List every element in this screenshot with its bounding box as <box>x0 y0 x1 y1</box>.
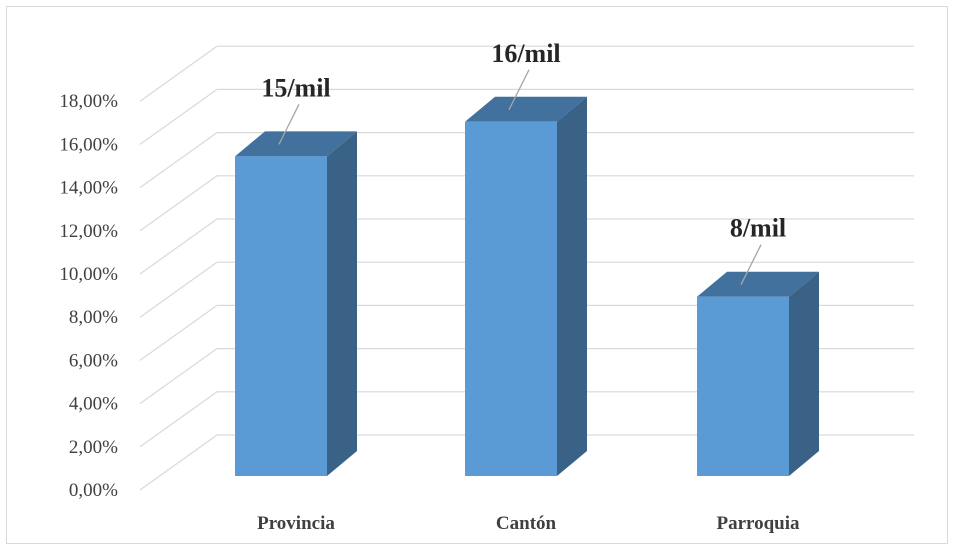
bar-front <box>465 121 557 476</box>
y-tick-label: 6,00% <box>69 350 118 371</box>
bar-top <box>465 96 587 122</box>
bar-top <box>235 131 357 157</box>
data-label: 8/mil <box>730 214 786 243</box>
y-tick-label: 12,00% <box>59 221 118 242</box>
bar-front <box>235 156 327 476</box>
data-label-leader <box>508 69 530 111</box>
bar <box>697 271 819 476</box>
y-tick-label: 18,00% <box>59 91 118 112</box>
gridline-side <box>139 261 218 318</box>
gridline-side <box>139 304 218 361</box>
data-labels: 15/mil 16/mil 8/mil <box>261 39 786 286</box>
y-tick-label: 10,00% <box>59 264 118 285</box>
x-category-label: Provincia <box>257 513 335 534</box>
gridline-side <box>139 132 218 189</box>
data-label: 15/mil <box>261 73 330 102</box>
gridline-side <box>139 45 218 102</box>
y-tick-label: 2,00% <box>69 437 118 458</box>
bar-side <box>789 271 819 476</box>
x-category-label: Cantón <box>496 513 557 534</box>
y-tick-label: 14,00% <box>59 178 118 199</box>
bar <box>235 131 357 476</box>
bar-top <box>697 271 819 297</box>
bar <box>465 96 587 476</box>
y-axis-tick-labels: 0,00% 2,00% 4,00% 6,00% 8,00% 10,00% 12,00% 14,… <box>59 91 118 501</box>
bar-side <box>327 131 357 476</box>
bar-front <box>697 296 789 476</box>
x-category-label: Parroquia <box>716 513 800 534</box>
y-tick-label: 16,00% <box>59 134 118 155</box>
gridline-side <box>139 88 218 145</box>
x-axis-category-labels: Provincia Cantón Parroquia <box>257 513 800 534</box>
data-label-leader <box>740 244 762 286</box>
gridline-side <box>139 391 218 448</box>
bar-side <box>557 96 587 476</box>
gridline-side <box>139 434 218 491</box>
y-tick-label: 4,00% <box>69 394 118 415</box>
gridline-side <box>139 348 218 405</box>
data-label-leader <box>278 104 300 145</box>
bars <box>235 96 819 476</box>
gridline-side <box>139 218 218 275</box>
y-tick-label: 0,00% <box>69 480 118 501</box>
y-tick-label: 8,00% <box>69 307 118 328</box>
data-label: 16/mil <box>491 39 560 68</box>
gridline-side <box>139 175 218 232</box>
